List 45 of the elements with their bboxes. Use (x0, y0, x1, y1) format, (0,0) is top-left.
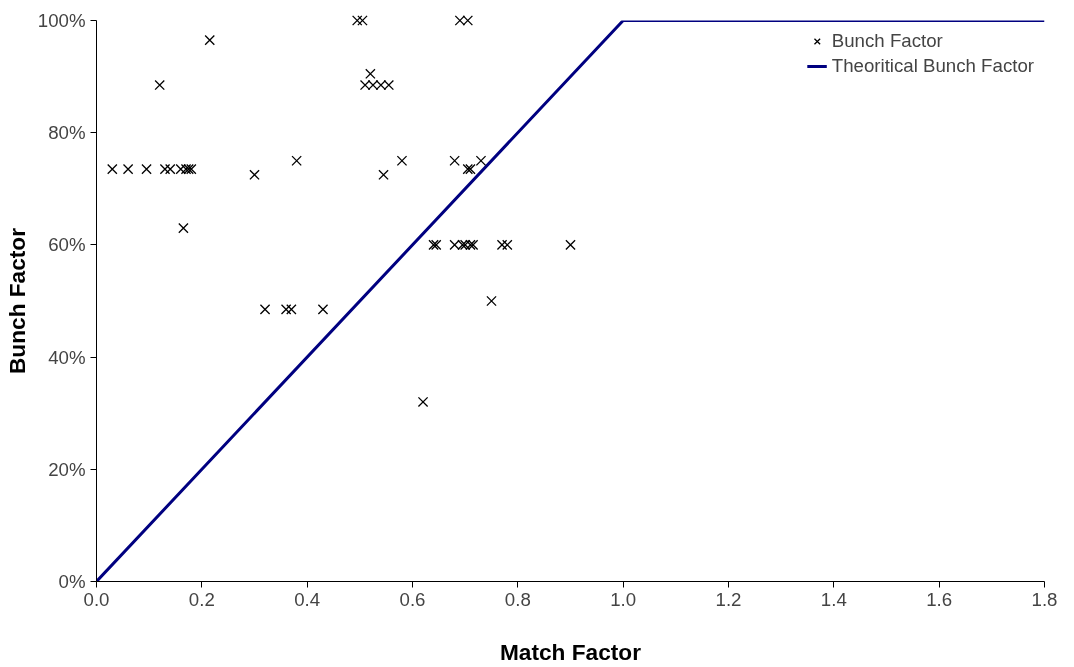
x-tick-label: 1.6 (926, 588, 953, 610)
x-tick-label: 0.8 (504, 588, 531, 610)
y-tick-label: 20% (48, 458, 86, 480)
point (449, 155, 460, 166)
point (178, 222, 189, 234)
x-tick-label: 0.4 (294, 588, 321, 610)
y-tick-label: 40% (48, 346, 86, 368)
point (365, 68, 376, 80)
x-tick-label: 1.0 (610, 588, 637, 610)
point (286, 304, 297, 315)
point (159, 163, 171, 175)
point (351, 15, 363, 26)
point (486, 295, 497, 307)
x-tick-label: 1.8 (1031, 588, 1058, 610)
point (249, 169, 260, 181)
y-tick-label: 0% (58, 571, 86, 592)
x-tick-label: 0.0 (83, 588, 110, 610)
x-tick-label: 1.2 (715, 588, 742, 610)
point (122, 163, 134, 175)
point (378, 169, 389, 181)
x-tick-label: 0.2 (188, 588, 215, 610)
y-tick-label: 100% (37, 10, 86, 31)
point (565, 239, 576, 251)
point (317, 304, 329, 315)
legend-label: Theoritical Bunch Factor (831, 55, 1034, 77)
point (496, 239, 508, 251)
point (291, 155, 302, 166)
point (154, 79, 165, 91)
x-axis-title: Match Factor (500, 638, 642, 665)
point (502, 239, 513, 251)
point (475, 155, 487, 166)
point (259, 304, 271, 315)
y-tick-label: 80% (48, 122, 86, 144)
x-tick-label: 1.4 (820, 588, 847, 610)
y-tick-label: 60% (48, 234, 86, 256)
point (357, 15, 368, 26)
x-tick-label: 0.6 (399, 588, 426, 610)
y-axis-title: Bunch Factor (3, 227, 30, 375)
point (417, 396, 429, 408)
point (107, 163, 118, 175)
point (141, 163, 152, 175)
point (280, 304, 292, 315)
point (204, 34, 215, 46)
legend-label: Bunch Factor (831, 30, 943, 52)
point (396, 155, 408, 166)
